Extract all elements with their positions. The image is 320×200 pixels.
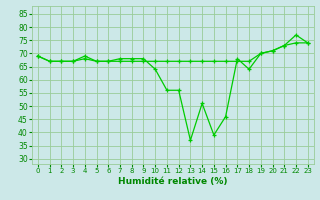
X-axis label: Humidité relative (%): Humidité relative (%) [118,177,228,186]
